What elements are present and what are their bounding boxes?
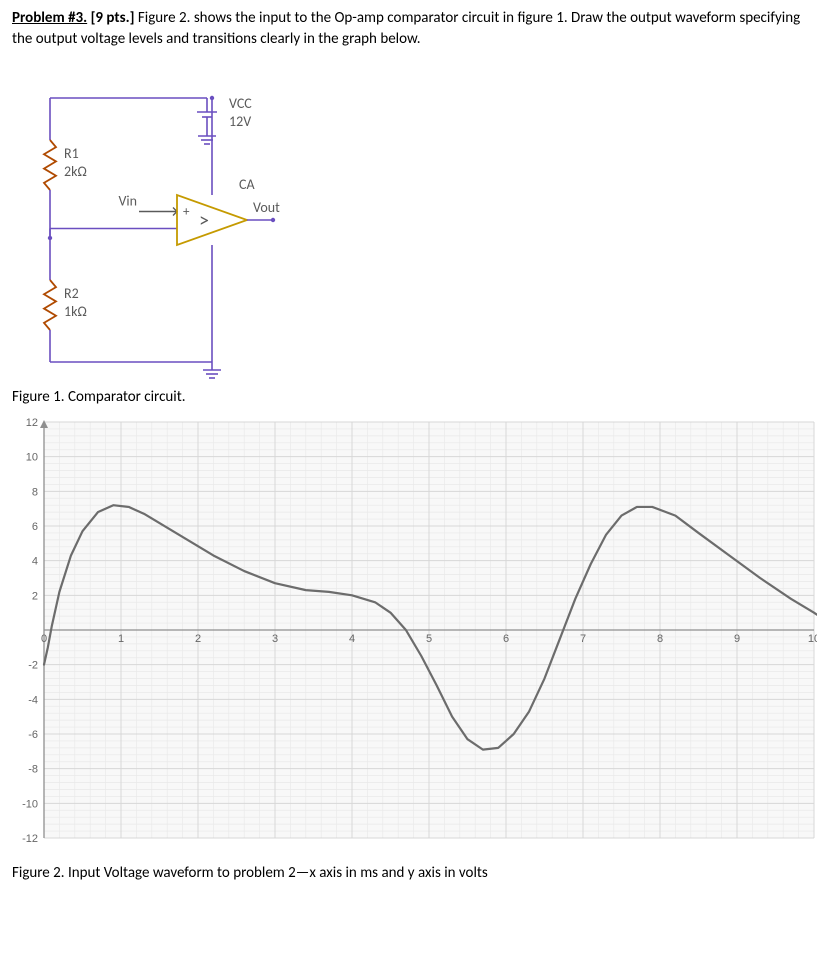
svg-text:12: 12 — [26, 417, 38, 429]
svg-text:1: 1 — [118, 633, 124, 645]
svg-text:2: 2 — [195, 633, 201, 645]
svg-text:VCC: VCC — [229, 95, 252, 112]
svg-text:10: 10 — [808, 633, 817, 645]
svg-text:R1: R1 — [64, 145, 79, 162]
svg-text:5: 5 — [426, 633, 432, 645]
problem-header: Problem #3. [9 pts.] Figure 2. shows the… — [12, 8, 817, 50]
problem-points: [9 pts.] — [91, 9, 135, 27]
waveform-svg: -12-10-8-6-4-224681012012345678910 — [12, 410, 817, 850]
svg-text:-10: -10 — [22, 798, 38, 810]
svg-text:CA: CA — [239, 176, 255, 193]
waveform-chart: -12-10-8-6-4-224681012012345678910 — [12, 410, 817, 850]
svg-text:R2: R2 — [64, 285, 79, 302]
svg-text:-6: -6 — [28, 729, 38, 741]
svg-text:4: 4 — [32, 556, 38, 568]
svg-text:-2: -2 — [28, 660, 38, 672]
svg-text:>: > — [199, 209, 209, 233]
svg-text:-4: -4 — [28, 694, 38, 706]
svg-text:-8: -8 — [28, 764, 38, 776]
svg-text:3: 3 — [272, 633, 278, 645]
circuit-figure: VCC12V R12kΩ R21kΩ Vin + > CA Vout — [12, 80, 817, 380]
svg-text:6: 6 — [32, 521, 38, 533]
circuit-diagram: VCC12V R12kΩ R21kΩ Vin + > CA Vout — [12, 80, 312, 380]
svg-text:12V: 12V — [229, 113, 251, 130]
svg-text:+: + — [183, 205, 190, 220]
svg-text:0: 0 — [41, 633, 47, 645]
svg-text:Vout: Vout — [253, 199, 280, 216]
svg-text:Vin: Vin — [118, 193, 137, 210]
figure-1-caption: Figure 1. Comparator circuit. — [12, 388, 817, 406]
svg-text:1kΩ: 1kΩ — [64, 303, 87, 320]
svg-text:8: 8 — [32, 486, 38, 498]
svg-text:2kΩ: 2kΩ — [64, 163, 87, 180]
svg-text:2: 2 — [32, 590, 38, 602]
problem-title: Problem #3. — [12, 9, 87, 27]
svg-text:4: 4 — [349, 633, 355, 645]
svg-text:9: 9 — [734, 633, 740, 645]
svg-text:6: 6 — [503, 633, 509, 645]
figure-2-caption: Figure 2. Input Voltage waveform to prob… — [12, 864, 817, 882]
svg-text:8: 8 — [657, 633, 663, 645]
svg-text:10: 10 — [26, 452, 38, 464]
svg-text:-12: -12 — [22, 833, 38, 845]
svg-text:7: 7 — [580, 633, 586, 645]
